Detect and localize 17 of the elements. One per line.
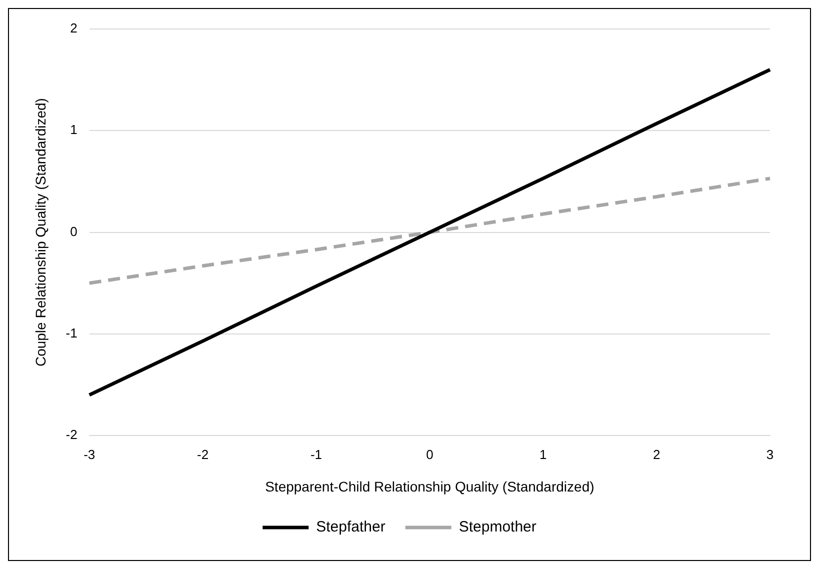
- y-tick-label: -2: [66, 427, 78, 442]
- y-tick-label: 2: [70, 20, 78, 36]
- y-axis-title: Couple Relationship Quality (Standardized): [32, 98, 48, 367]
- x-tick-label: 2: [652, 446, 660, 462]
- x-tick-label: -2: [197, 446, 209, 462]
- y-tick-label: -1: [66, 326, 78, 341]
- x-tick-label: 3: [766, 446, 774, 462]
- legend-label: Stepmother: [458, 518, 536, 536]
- x-axis-title: Stepparent-Child Relationship Quality (Standardized): [265, 478, 594, 494]
- y-tick-label: 1: [70, 122, 78, 138]
- line-series: [88, 176, 772, 285]
- x-tick-label: 1: [540, 446, 547, 462]
- y-tick-label: 0: [70, 224, 78, 239]
- x-tick-label: -1: [310, 446, 322, 462]
- x-tick-label: -3: [84, 446, 96, 462]
- legend-label: Stepfather: [316, 518, 386, 536]
- x-tick-label: 0: [426, 446, 434, 462]
